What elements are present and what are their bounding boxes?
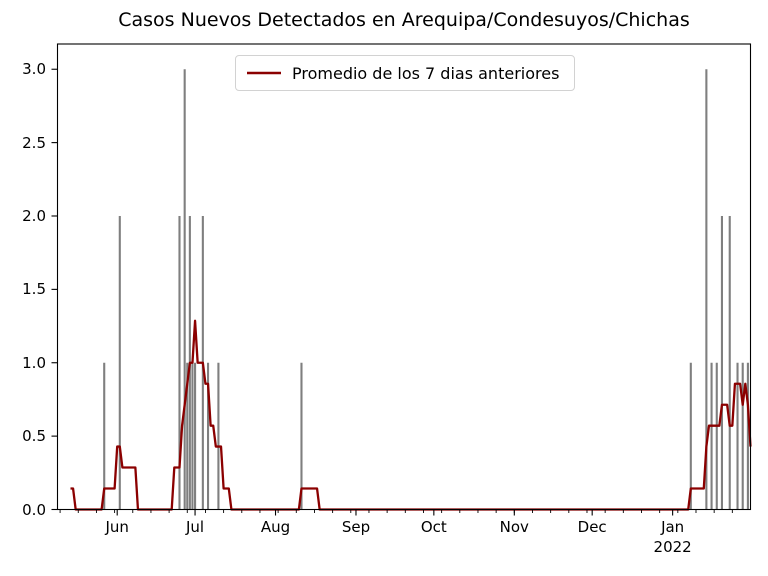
bar	[118, 215, 121, 510]
bar	[728, 215, 731, 510]
x-tick-label: Sep	[341, 518, 371, 536]
bar	[689, 362, 692, 510]
legend-line-swatch	[247, 71, 281, 75]
bar	[746, 362, 749, 510]
x-tick-label: Nov	[499, 518, 529, 536]
x-tick-label: Aug	[260, 518, 291, 536]
legend-label: Promedio de los 7 dias anteriores	[292, 63, 560, 83]
bar	[191, 362, 194, 510]
y-tick-label: 2.5	[22, 133, 46, 152]
y-tick-label: 1.5	[22, 280, 46, 299]
bar	[186, 362, 189, 510]
bar	[183, 69, 186, 510]
bar	[300, 362, 303, 510]
chart-title: Casos Nuevos Detectados en Arequipa/Cond…	[118, 9, 690, 31]
y-tick-label: 0.5	[22, 427, 46, 446]
y-tick-label: 3.0	[22, 60, 46, 79]
bar	[178, 215, 181, 510]
x-tick-label: Jan	[661, 518, 685, 536]
bar	[103, 362, 106, 510]
plot-border	[56, 43, 752, 511]
average-line	[70, 319, 752, 511]
bar	[710, 362, 713, 510]
bar	[194, 362, 197, 510]
bar	[206, 362, 210, 510]
x-year-label: 2022	[653, 538, 692, 556]
x-tick-label: Jul	[185, 518, 205, 536]
bar	[217, 362, 220, 510]
bar	[741, 362, 744, 510]
y-tick-label: 1.0	[22, 353, 46, 372]
legend: Promedio de los 7 dias anteriores	[235, 55, 575, 91]
x-tick-label: Jun	[105, 518, 129, 536]
x-tick-label: Dec	[577, 518, 607, 536]
bar	[715, 362, 718, 510]
bar	[736, 362, 739, 510]
y-tick-label: 2.0	[22, 206, 46, 225]
bar	[705, 69, 708, 510]
y-tick-label: 0.0	[22, 500, 46, 519]
bar	[720, 215, 723, 510]
x-tick-label: Oct	[420, 518, 447, 536]
